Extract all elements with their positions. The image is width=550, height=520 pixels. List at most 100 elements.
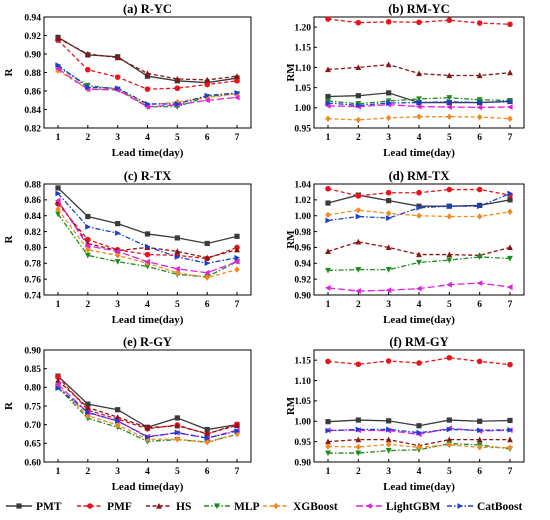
data-point bbox=[355, 116, 362, 124]
data-point bbox=[144, 258, 151, 265]
data-point bbox=[204, 430, 211, 437]
data-point bbox=[385, 267, 392, 273]
y-axis-label: RM bbox=[285, 230, 297, 249]
data-point bbox=[506, 104, 513, 110]
plot-frame bbox=[43, 349, 252, 463]
y-tick-label: 0.86 bbox=[24, 196, 41, 206]
x-tick-label: 3 bbox=[386, 133, 391, 143]
data-point bbox=[385, 61, 392, 68]
series-xgboost bbox=[325, 206, 513, 220]
data-point bbox=[416, 96, 422, 103]
data-point bbox=[144, 231, 151, 237]
data-point bbox=[507, 21, 513, 28]
x-tick-label: 5 bbox=[447, 467, 452, 477]
x-tick-label: 2 bbox=[85, 133, 90, 143]
x-tick-label: 7 bbox=[508, 133, 513, 143]
data-point bbox=[55, 67, 61, 74]
y-tick-label: 1.02 bbox=[294, 196, 311, 206]
y-tick-label: 0.74 bbox=[24, 291, 41, 301]
data-point bbox=[507, 426, 514, 433]
data-point bbox=[325, 100, 332, 106]
data-point bbox=[55, 35, 61, 41]
data-point bbox=[204, 274, 210, 281]
series-pmf bbox=[55, 201, 240, 262]
data-point bbox=[144, 86, 151, 92]
panel-title: (b) RM-YC bbox=[388, 2, 449, 16]
series-hs bbox=[325, 238, 513, 258]
x-tick-label: 5 bbox=[447, 300, 452, 310]
legend-label: MLP bbox=[234, 501, 260, 513]
data-point bbox=[386, 426, 392, 433]
data-point bbox=[446, 104, 452, 110]
series-catboost bbox=[55, 190, 241, 267]
series-mlp bbox=[325, 254, 513, 274]
y-tick-label: 0.82 bbox=[24, 228, 41, 238]
data-point bbox=[415, 103, 422, 110]
y-tick-label: 1.05 bbox=[294, 84, 311, 94]
data-point bbox=[174, 269, 181, 276]
data-point bbox=[507, 244, 513, 251]
data-point bbox=[355, 193, 362, 199]
y-tick-label: 0.98 bbox=[294, 228, 311, 238]
data-point bbox=[476, 436, 483, 443]
series-hs bbox=[55, 377, 240, 437]
data-point bbox=[174, 265, 180, 272]
y-tick-label: 0.85 bbox=[24, 365, 41, 375]
data-point bbox=[55, 206, 61, 213]
panel-title: (e) R-GY bbox=[123, 335, 172, 349]
data-point bbox=[325, 443, 331, 450]
y-tick-label: 1.04 bbox=[294, 180, 311, 190]
data-point bbox=[446, 17, 453, 24]
data-point bbox=[55, 385, 62, 391]
x-tick-label: 6 bbox=[205, 467, 210, 477]
data-point bbox=[385, 189, 392, 196]
x-tick-label: 4 bbox=[145, 467, 150, 477]
series-catboost bbox=[325, 190, 514, 224]
x-tick-label: 5 bbox=[175, 300, 180, 310]
series-hs bbox=[55, 198, 240, 261]
data-point bbox=[507, 255, 513, 262]
x-tick-label: 6 bbox=[477, 133, 482, 143]
data-point bbox=[355, 64, 362, 71]
x-tick-label: 1 bbox=[56, 467, 61, 477]
data-point bbox=[204, 435, 211, 442]
x-tick-label: 5 bbox=[447, 133, 452, 143]
data-point bbox=[325, 427, 332, 434]
data-point bbox=[325, 185, 331, 192]
data-point bbox=[355, 206, 362, 214]
data-point bbox=[446, 95, 453, 101]
panel-title: (d) RM-TX bbox=[389, 169, 450, 183]
data-point bbox=[385, 287, 392, 294]
series-catboost bbox=[325, 98, 514, 109]
data-point bbox=[476, 104, 483, 111]
data-point bbox=[325, 16, 331, 22]
data-point bbox=[204, 92, 211, 99]
legend-marker bbox=[16, 503, 22, 509]
data-point bbox=[355, 443, 362, 451]
data-point bbox=[85, 401, 91, 407]
series-pmt bbox=[325, 417, 513, 429]
data-point bbox=[416, 19, 422, 26]
data-point bbox=[204, 81, 210, 88]
data-point bbox=[355, 93, 361, 99]
data-point bbox=[114, 252, 121, 259]
data-point bbox=[84, 82, 91, 89]
data-point bbox=[174, 235, 180, 241]
data-point bbox=[416, 99, 423, 106]
x-axis-label: Lead time(day) bbox=[112, 314, 184, 326]
y-tick-label: 1.20 bbox=[294, 23, 311, 33]
data-point bbox=[446, 441, 453, 449]
series-xgboost bbox=[325, 441, 513, 451]
legend-label: HS bbox=[176, 501, 191, 513]
x-tick-label: 1 bbox=[326, 133, 331, 143]
data-point bbox=[204, 240, 210, 247]
data-point bbox=[476, 20, 483, 26]
data-point bbox=[85, 213, 91, 220]
series-hs bbox=[325, 61, 513, 79]
x-axis-label: Lead time(day) bbox=[383, 314, 455, 326]
data-point bbox=[325, 450, 331, 457]
data-point bbox=[355, 436, 362, 443]
chart-panel-3: (c) R-TX 0.74 0.76 0.78 0.80 0.82 0.84 0.86 0.88… bbox=[3, 169, 252, 326]
data-point bbox=[144, 101, 151, 107]
